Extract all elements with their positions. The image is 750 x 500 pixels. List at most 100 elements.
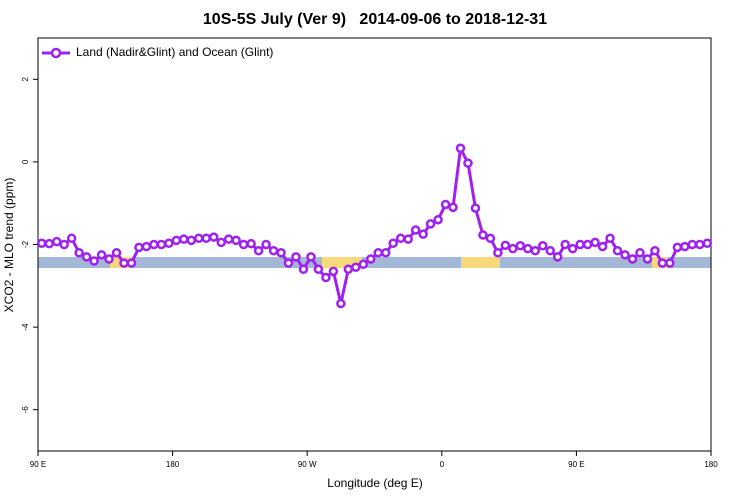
data-point (283, 258, 294, 268)
data-point (268, 245, 279, 256)
y-tick-label: 2 (21, 77, 30, 82)
data-point (164, 238, 174, 249)
data-point (493, 248, 503, 258)
data-point (306, 252, 316, 262)
data-point (89, 256, 99, 266)
data-point (605, 233, 615, 244)
x-tick-label: 180 (166, 460, 180, 469)
data-point (642, 254, 653, 264)
data-point (455, 143, 466, 154)
data-point (680, 241, 690, 252)
data-point (567, 243, 578, 254)
data-point (612, 245, 623, 256)
y-tick-label: -2 (21, 240, 30, 248)
data-point (246, 238, 256, 249)
data-point (51, 236, 62, 247)
data-point (179, 234, 189, 244)
data-point (388, 238, 398, 249)
data-point (201, 233, 211, 244)
data-point (328, 266, 339, 277)
data-point (560, 239, 570, 250)
x-tick-label: 90 E (30, 460, 46, 469)
data-point (508, 243, 518, 254)
data-point (545, 245, 555, 256)
data-point (351, 262, 361, 272)
data-point (81, 252, 92, 262)
data-point (223, 234, 234, 244)
x-tick-label: 0 (440, 460, 445, 469)
data-point (373, 248, 383, 258)
y-tick-label: -6 (21, 406, 30, 414)
data-point (194, 233, 204, 244)
x-axis-label: Longitude (deg E) (327, 476, 422, 490)
data-point (44, 238, 54, 249)
data-point (538, 240, 548, 251)
data-point (665, 258, 675, 268)
data-point (119, 258, 129, 268)
data-point (627, 254, 638, 264)
data-point (395, 233, 406, 244)
data-point (448, 202, 458, 213)
data-point (208, 232, 219, 242)
series-line (41, 146, 708, 306)
data-point (635, 248, 645, 258)
data-point (298, 264, 309, 275)
data-point (36, 238, 47, 249)
data-point (552, 252, 563, 262)
data-point (478, 230, 488, 240)
data-point (523, 243, 533, 254)
data-point (186, 235, 197, 246)
data-point (485, 233, 496, 244)
data-point (470, 203, 481, 213)
y-tick-label: 0 (21, 159, 30, 164)
data-point (66, 233, 77, 244)
data-point (463, 158, 473, 168)
y-tick-label: -4 (21, 323, 30, 331)
data-point (620, 250, 630, 260)
data-point (111, 248, 122, 258)
data-point (156, 239, 167, 250)
data-point (650, 245, 660, 256)
legend-label: Land (Nadir&Glint) and Ocean (Glint) (76, 45, 273, 59)
data-point (313, 264, 324, 275)
data-point (582, 239, 593, 250)
data-point (687, 239, 698, 250)
data-point (515, 240, 526, 251)
data-point (253, 245, 264, 256)
data-point (141, 241, 152, 252)
data-point (425, 219, 436, 229)
x-tick-label: 90 W (298, 460, 317, 469)
data-point (149, 239, 159, 250)
data-point (321, 272, 331, 283)
data-point (216, 237, 226, 248)
data-point (291, 252, 301, 262)
data-point (358, 259, 369, 270)
data-point (126, 258, 137, 268)
data-point (440, 199, 451, 210)
data-point (695, 239, 705, 250)
data-point (657, 258, 668, 268)
data-point (336, 298, 346, 309)
data-point (380, 248, 391, 258)
legend-marker (50, 47, 62, 59)
data-point (500, 240, 511, 251)
data-point (74, 248, 84, 258)
x-tick-label: 90 E (568, 460, 584, 469)
data-point (59, 239, 69, 250)
y-axis-label: XCO2 - MLO trend (ppm) (2, 178, 16, 313)
data-point (134, 242, 144, 253)
data-point (276, 248, 286, 258)
data-point (104, 254, 114, 264)
data-point (410, 225, 421, 235)
data-point (590, 237, 600, 248)
data-point (418, 229, 428, 239)
data-point (261, 239, 271, 250)
data-point (530, 245, 541, 256)
data-point (672, 242, 683, 253)
data-point (597, 241, 608, 252)
data-point (96, 250, 107, 260)
data-point (702, 238, 713, 249)
data-point (238, 239, 249, 250)
data-point (433, 214, 443, 225)
data-point (343, 264, 354, 275)
